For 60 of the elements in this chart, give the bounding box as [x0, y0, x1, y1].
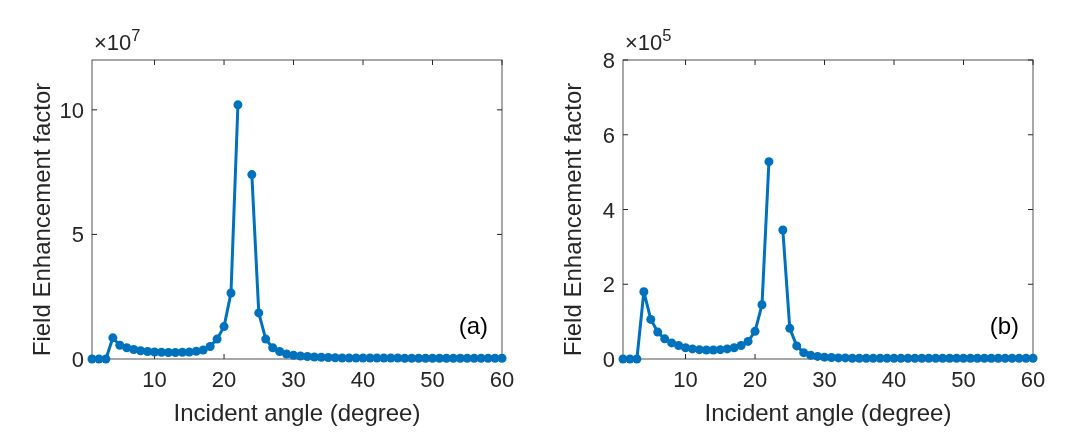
point: [792, 341, 802, 351]
y-tick-label: 2: [602, 272, 615, 298]
x-axis-title: Incident angle (degree): [173, 399, 421, 426]
x-tick-label: 50: [951, 367, 976, 392]
y-axis-title: Field Enhancement factor: [28, 82, 55, 357]
point: [497, 353, 507, 363]
x-tick-label: 30: [281, 367, 306, 392]
point: [212, 334, 222, 344]
y-tick-label: 10: [59, 97, 84, 123]
x-tick-label: 40: [881, 367, 907, 392]
point: [1028, 353, 1038, 363]
y-axis-title: Field Enhancement factor: [559, 82, 586, 357]
y-tick-label: 0: [602, 347, 615, 372]
y-tick-label: 0: [71, 347, 84, 372]
x-tick-label: 10: [142, 367, 167, 392]
point: [778, 225, 788, 235]
point: [653, 327, 663, 337]
point: [115, 340, 125, 350]
point: [660, 334, 670, 344]
point: [750, 326, 760, 336]
point: [785, 323, 795, 333]
point: [764, 157, 774, 167]
point: [101, 354, 111, 364]
point: [757, 300, 767, 310]
x-tick-label: 20: [742, 367, 768, 392]
point: [674, 341, 684, 351]
point: [247, 170, 257, 180]
point: [275, 347, 285, 357]
point: [233, 100, 243, 110]
x-tick-label: 60: [1020, 367, 1046, 392]
annotation: (a): [458, 312, 488, 339]
annotation: (b): [989, 312, 1019, 339]
point: [226, 288, 236, 298]
point: [254, 308, 264, 318]
point: [632, 354, 642, 364]
point: [198, 345, 208, 355]
x-tick-label: 60: [489, 367, 515, 392]
point: [136, 346, 146, 356]
x-tick-label: 20: [211, 367, 237, 392]
x-tick-label: 10: [673, 367, 698, 392]
point: [743, 336, 753, 346]
point: [736, 341, 746, 351]
x-tick-label: 30: [812, 367, 837, 392]
x-tick-label: 50: [420, 367, 445, 392]
point: [639, 287, 649, 297]
x-tick-label: 40: [350, 367, 376, 392]
point: [646, 314, 656, 324]
y-tick-label: 8: [602, 48, 615, 73]
y-tick-label: 6: [602, 122, 615, 148]
point: [268, 343, 278, 353]
text: ×10$^{7}$: [94, 26, 141, 55]
point: [219, 322, 229, 332]
y-tick-label: 5: [71, 222, 84, 248]
point: [108, 333, 118, 343]
text: ×10$^{5}$: [625, 26, 672, 55]
point: [261, 334, 271, 344]
y-tick-label: 4: [602, 197, 615, 223]
point: [799, 348, 809, 358]
x-axis-title: Incident angle (degree): [704, 399, 952, 426]
point: [205, 342, 215, 352]
